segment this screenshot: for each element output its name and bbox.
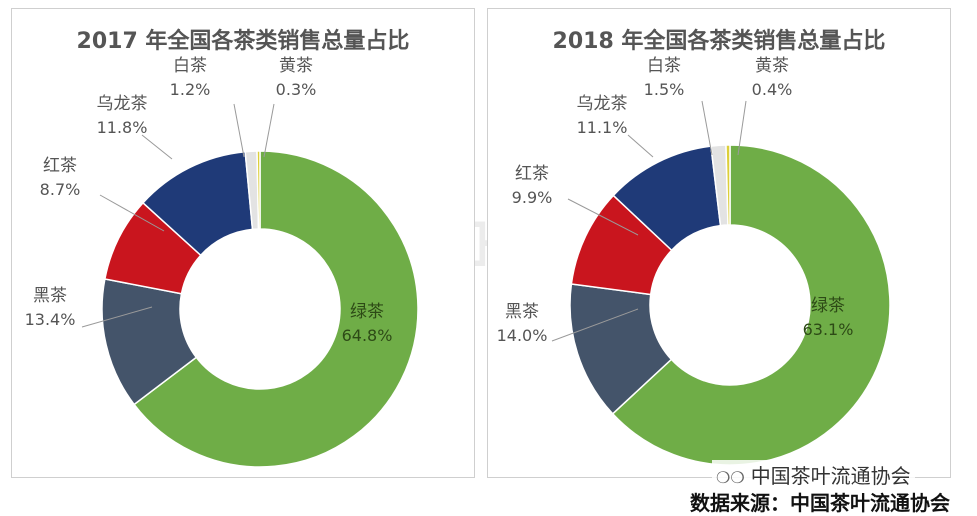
donut-chart-2017: 绿茶 64.8% 黑茶 13.4% 红茶 8.7% 乌龙茶 11.8% 白茶 1.2% 黄茶 0.3%: [25, 56, 419, 468]
leader-line: [701, 100, 713, 156]
chart-panel-2017: 2017 年全国各茶类销售总量占比 绿茶 64.8% 黑茶 13.4% 红茶 8.7% 乌龙…: [11, 8, 475, 478]
category-label: 红茶: [515, 164, 549, 184]
leader-line: [263, 103, 275, 158]
leader-line: [99, 194, 165, 232]
category-label: 白茶: [647, 56, 681, 76]
chart-title: 2017 年全国各茶类销售总量占比: [76, 29, 410, 54]
leader-line: [627, 134, 654, 158]
value-label: 0.3%: [276, 80, 317, 99]
value-label: 13.4%: [25, 310, 76, 329]
category-label: 白茶: [173, 56, 207, 76]
category-label: 绿茶: [811, 296, 845, 316]
category-label: 乌龙茶: [97, 94, 148, 114]
value-label: 11.1%: [577, 118, 628, 137]
value-label: 1.5%: [644, 80, 685, 99]
value-label: 63.1%: [803, 320, 854, 339]
slice-黄茶: [256, 150, 261, 230]
value-label: 8.7%: [40, 180, 81, 199]
value-label: 14.0%: [497, 326, 548, 345]
value-label: 11.8%: [97, 118, 148, 137]
category-label: 乌龙茶: [577, 94, 628, 114]
category-label: 黄茶: [755, 56, 789, 76]
leader-line: [141, 134, 173, 160]
wechat-icon: ❍❍: [716, 468, 745, 487]
value-label: 9.9%: [512, 188, 553, 207]
slice-绿茶: [133, 150, 419, 468]
leader-line: [233, 103, 245, 158]
category-label: 黑茶: [33, 286, 67, 306]
slice-绿茶: [611, 144, 891, 466]
leader-line: [81, 306, 153, 328]
footer-handle: ❍❍ 中国茶叶流通协会: [712, 460, 915, 489]
leader-line: [737, 100, 747, 156]
chart-panel-2018: 2018 年全国各茶类销售总量占比 绿茶 63.1% 黑茶 14.0% 红茶 9.9% 乌龙…: [487, 8, 951, 478]
value-label: 0.4%: [752, 80, 793, 99]
leader-line: [551, 308, 639, 342]
footer-handle-text: 中国茶叶流通协会: [750, 464, 911, 488]
category-label: 绿茶: [350, 302, 384, 322]
value-label: 1.2%: [170, 80, 211, 99]
slice-黄茶: [725, 144, 731, 226]
leader-line: [567, 198, 639, 236]
category-label: 黄茶: [279, 56, 313, 76]
value-label: 64.8%: [342, 326, 393, 345]
donut-chart-2018: 绿茶 63.1% 黑茶 14.0% 红茶 9.9% 乌龙茶 11.1% 白茶 1.5% 黄茶 0.4%: [497, 56, 891, 466]
chart-title: 2018 年全国各茶类销售总量占比: [552, 29, 886, 54]
category-label: 红茶: [43, 156, 77, 176]
footer-source: 数据来源：中国茶叶流通协会: [690, 491, 950, 515]
category-label: 黑茶: [505, 302, 539, 322]
